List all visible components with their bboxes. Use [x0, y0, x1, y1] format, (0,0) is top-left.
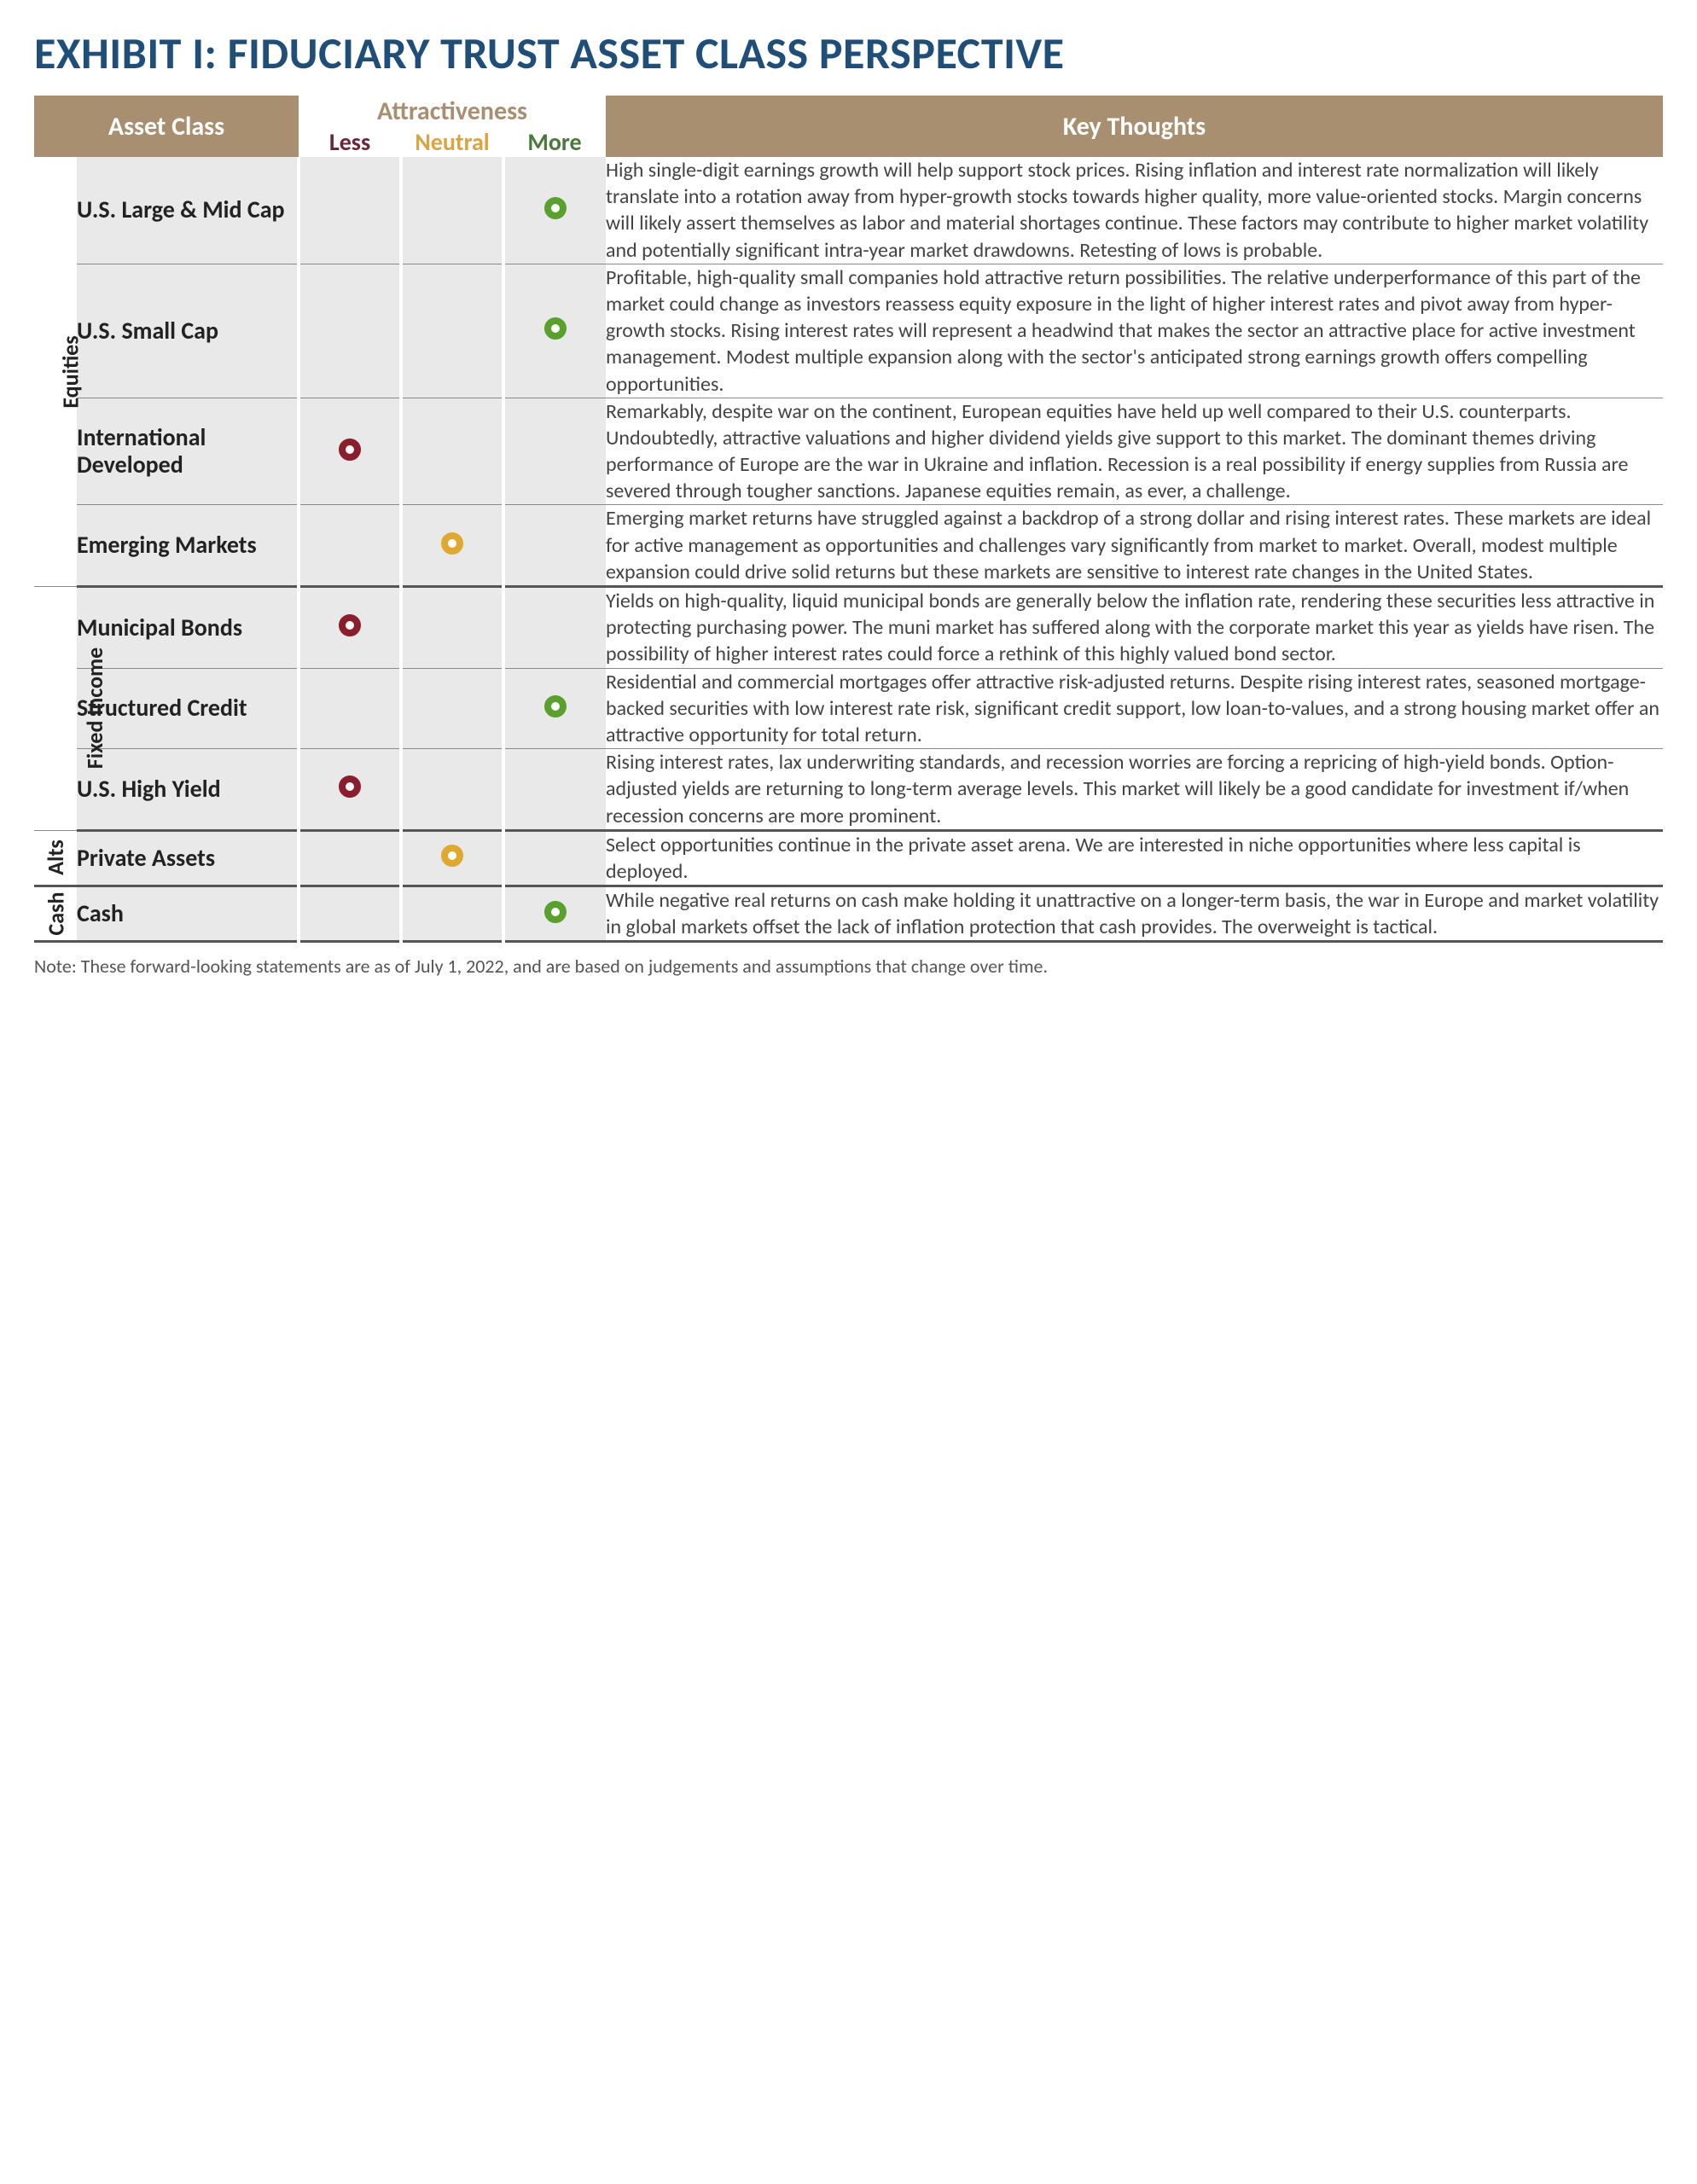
category-cell: Equities — [34, 157, 77, 587]
asset-class-name: U.S. High Yield — [77, 749, 299, 831]
table-row: International Developed Remarkably, despi… — [34, 398, 1663, 505]
category-label: Cash — [42, 892, 69, 936]
rating-cell-neutral — [401, 398, 503, 505]
rating-cell-neutral — [401, 886, 503, 942]
rating-cell-less — [299, 886, 401, 942]
key-thoughts-cell: Remarkably, despite war on the continent… — [606, 398, 1663, 505]
key-thoughts-cell: Residential and commercial mortgages off… — [606, 668, 1663, 749]
asset-class-table: Asset Class Attractiveness Key Thoughts … — [34, 96, 1663, 943]
header-key-thoughts: Key Thoughts — [606, 96, 1663, 157]
rating-marker-icon — [339, 439, 361, 461]
header-attractiveness: Attractiveness — [299, 96, 606, 127]
asset-class-name: U.S. Small Cap — [77, 264, 299, 398]
rating-cell-more — [503, 749, 606, 831]
table-row: Emerging Markets Emerging market returns … — [34, 505, 1663, 587]
asset-class-name: Municipal Bonds — [77, 587, 299, 669]
rating-cell-more — [503, 264, 606, 398]
header-neutral: Neutral — [401, 127, 503, 157]
rating-cell-more — [503, 157, 606, 264]
rating-cell-more — [503, 398, 606, 505]
rating-marker-icon — [544, 197, 567, 219]
rating-cell-less — [299, 505, 401, 587]
key-thoughts-cell: Select opportunities continue in the pri… — [606, 830, 1663, 886]
footnote: Note: These forward-looking statements a… — [34, 955, 1663, 978]
rating-cell-less — [299, 398, 401, 505]
rating-cell-less — [299, 668, 401, 749]
rating-cell-neutral — [401, 749, 503, 831]
key-thoughts-cell: While negative real returns on cash make… — [606, 886, 1663, 942]
category-cell: Fixed Income — [34, 587, 77, 831]
rating-cell-neutral — [401, 668, 503, 749]
category-label: Fixed Income — [81, 648, 108, 769]
category-label: Equities — [57, 335, 84, 408]
rating-cell-more — [503, 668, 606, 749]
rating-cell-more — [503, 587, 606, 669]
table-row: EquitiesU.S. Large & Mid CapHigh single-… — [34, 157, 1663, 264]
rating-cell-more — [503, 886, 606, 942]
rating-cell-neutral — [401, 587, 503, 669]
category-cell: Alts — [34, 830, 77, 886]
table-row: Alts Private Assets Select opportunities c… — [34, 830, 1663, 886]
table-row: U.S. High Yield Rising interest rates, la… — [34, 749, 1663, 831]
asset-class-name: Cash — [77, 886, 299, 942]
rating-cell-more — [503, 505, 606, 587]
header-asset-class: Asset Class — [34, 96, 299, 157]
rating-cell-neutral — [401, 264, 503, 398]
exhibit-title: EXHIBIT I: FIDUCIARY TRUST ASSET CLASS P… — [34, 26, 1663, 80]
key-thoughts-cell: High single-digit earnings growth will h… — [606, 157, 1663, 264]
rating-cell-more — [503, 830, 606, 886]
table-row: Cash Cash While negative real returns on c… — [34, 886, 1663, 942]
rating-cell-less — [299, 830, 401, 886]
rating-marker-icon — [544, 901, 567, 923]
key-thoughts-cell: Rising interest rates, lax underwriting … — [606, 749, 1663, 831]
asset-class-name: Private Assets — [77, 830, 299, 886]
table-row: Structured Credit Residential and commerc… — [34, 668, 1663, 749]
key-thoughts-cell: Emerging market returns have struggled a… — [606, 505, 1663, 587]
rating-marker-icon — [339, 614, 361, 636]
rating-marker-icon — [441, 532, 463, 555]
category-label: Alts — [42, 840, 69, 876]
asset-class-name: Emerging Markets — [77, 505, 299, 587]
key-thoughts-cell: Yields on high-quality, liquid municipal… — [606, 587, 1663, 669]
category-cell: Cash — [34, 886, 77, 942]
asset-class-name: International Developed — [77, 398, 299, 505]
rating-marker-icon — [544, 317, 567, 340]
header-more: More — [503, 127, 606, 157]
asset-class-name: U.S. Large & Mid Cap — [77, 157, 299, 264]
table-row: Fixed IncomeMunicipal BondsYields on hig… — [34, 587, 1663, 669]
asset-class-name: Structured Credit — [77, 668, 299, 749]
rating-marker-icon — [441, 845, 463, 867]
rating-marker-icon — [339, 775, 361, 798]
rating-cell-less — [299, 587, 401, 669]
rating-cell-neutral — [401, 505, 503, 587]
rating-cell-less — [299, 157, 401, 264]
key-thoughts-cell: Profitable, high-quality small companies… — [606, 264, 1663, 398]
rating-cell-less — [299, 749, 401, 831]
rating-cell-neutral — [401, 830, 503, 886]
table-row: U.S. Small Cap Profitable, high-quality s… — [34, 264, 1663, 398]
rating-marker-icon — [544, 695, 567, 717]
header-less: Less — [299, 127, 401, 157]
rating-cell-less — [299, 264, 401, 398]
rating-cell-neutral — [401, 157, 503, 264]
